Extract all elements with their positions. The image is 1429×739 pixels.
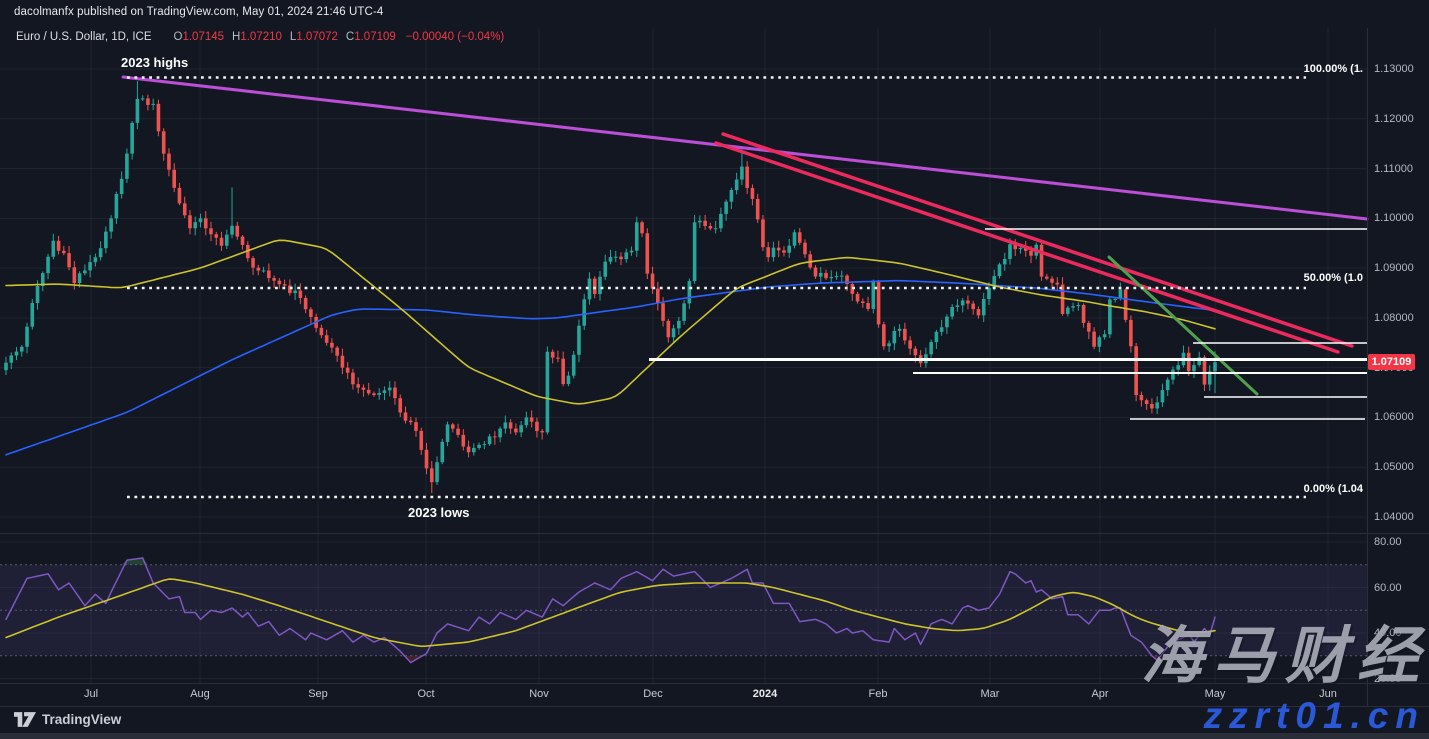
ohlc-value: 1.07072	[296, 31, 338, 43]
tradingview-logo[interactable]: TradingView	[14, 711, 121, 728]
last-price-badge: 1.07109	[1368, 354, 1415, 371]
fib-level-label: 0.00% (1.04	[1303, 483, 1363, 495]
ohlc-value: 1.07145	[182, 31, 225, 43]
ohlc-letter: C	[345, 31, 355, 43]
ohlc-value: 1.07210	[240, 31, 282, 43]
publish-header: dacolmanfx published on TradingView.com,…	[14, 6, 383, 18]
tradingview-logo-text: TradingView	[42, 712, 122, 727]
rsi-tick-label: 60.00	[1374, 581, 1402, 594]
time-tick-label: Jun	[1319, 688, 1337, 700]
time-tick-label: Oct	[417, 688, 435, 700]
time-tick-label: Apr	[1091, 688, 1109, 700]
price-tick-label: 1.06000	[1374, 411, 1414, 424]
price-tick-label: 1.08000	[1374, 311, 1414, 324]
rsi-tick-label: 40.00	[1374, 627, 1402, 639]
last-price-badge-value: 1.07109	[1371, 356, 1412, 369]
price-tick-label: 1.04000	[1374, 511, 1414, 523]
fib-level-label: 50.00% (1.0	[1303, 272, 1363, 284]
ohlc-letter: O	[173, 31, 183, 43]
watermark-site-url: zzrt01.cn	[1203, 695, 1425, 736]
time-tick-label: Aug	[190, 688, 210, 700]
time-tick-label: Jul	[83, 688, 99, 700]
price-tick-label: 1.12000	[1374, 112, 1414, 125]
tradingview-logo-icon	[14, 712, 36, 727]
price-tick-label: 1.09000	[1374, 262, 1414, 275]
price-tick-label: 1.10000	[1374, 212, 1414, 225]
publish-line: dacolmanfx published on TradingView.com,…	[14, 6, 384, 18]
time-tick-label: Mar	[980, 688, 1000, 700]
time-tick-label: Nov	[529, 688, 549, 700]
annotation-2023-highs: 2023 highs	[121, 55, 189, 70]
annotation-2023-lows: 2023 lows	[408, 505, 470, 520]
price-tick-label: 1.13000	[1374, 63, 1414, 75]
time-tick-label: May	[1204, 688, 1226, 700]
symbol-title: Euro / U.S. Dollar, 1D, ICE	[16, 31, 152, 43]
bottom-scrollbar-strip	[0, 733, 1429, 739]
time-tick-label: Dec	[643, 688, 663, 700]
watermark-chinese-text: 海马财经	[1140, 622, 1429, 691]
ohlc-letter: H	[232, 31, 241, 43]
time-tick-label: Feb	[868, 688, 888, 700]
time-tick-label: 2024	[752, 688, 778, 700]
change-value: −0.00040 (−0.04%)	[405, 31, 505, 43]
rsi-tick-label: 20.00	[1374, 672, 1402, 685]
ohlc-letter: L	[289, 31, 297, 43]
price-tick-label: 1.11000	[1374, 162, 1413, 175]
price-tick-label: 1.05000	[1374, 461, 1414, 474]
time-tick-label: Sep	[308, 688, 328, 700]
fib-level-label: 100.00% (1.	[1303, 63, 1363, 75]
rsi-tick-label: 80.00	[1374, 536, 1402, 548]
ohlc-value: 1.07109	[354, 31, 396, 43]
symbol-legend[interactable]: Euro / U.S. Dollar, 1D, ICE O1.07145 H1.07…	[16, 31, 504, 43]
ohlc-values: O1.07145 H1.07210 L1.07072 C1.07109	[166, 31, 396, 43]
